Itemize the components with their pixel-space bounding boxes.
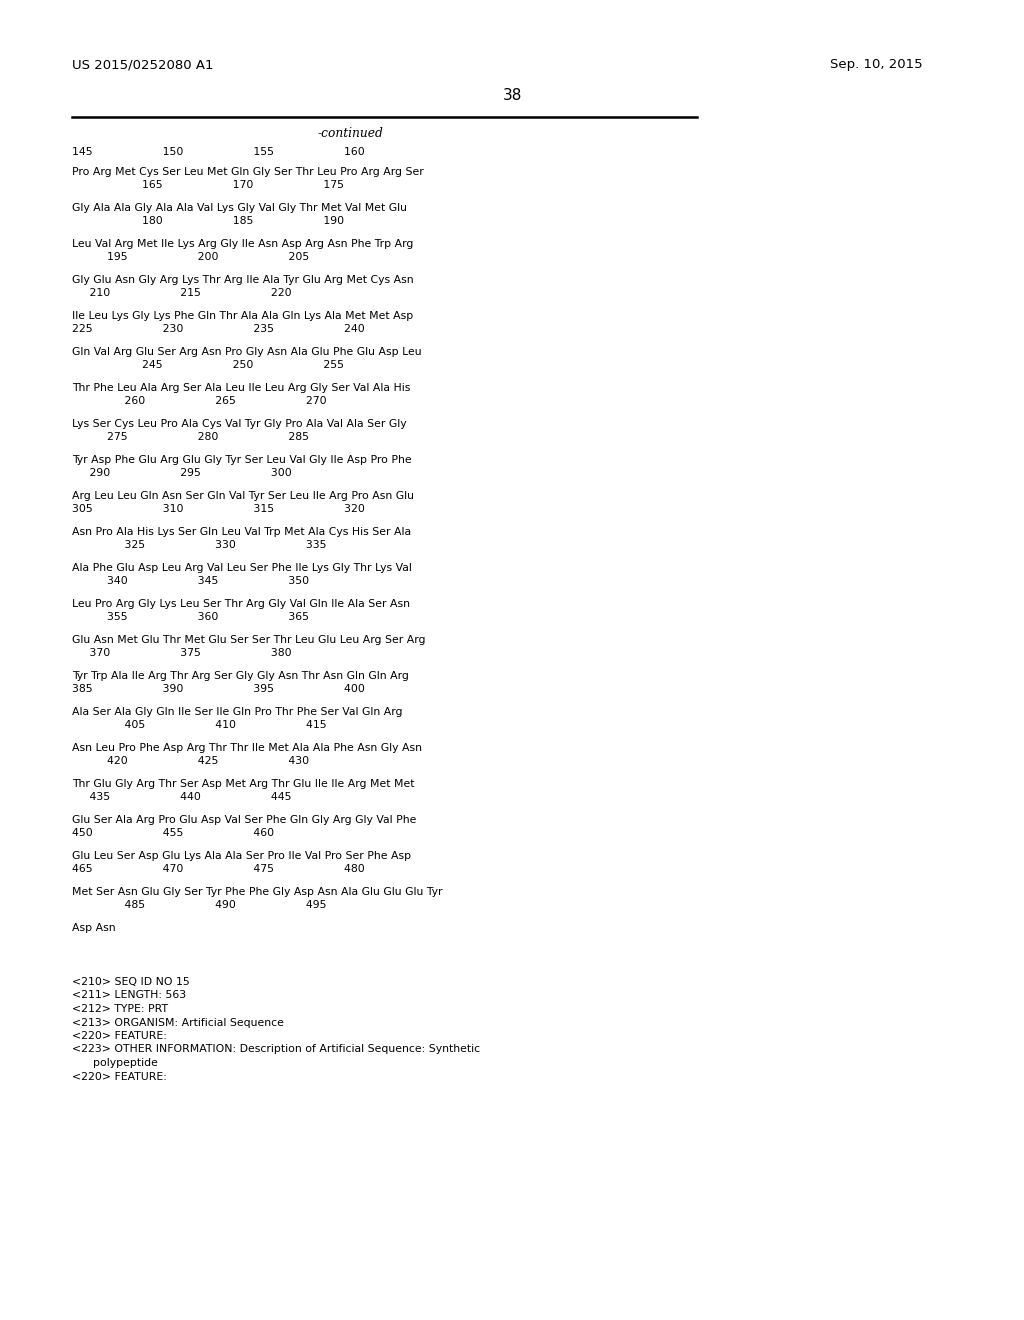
Text: Gly Ala Ala Gly Ala Ala Val Lys Gly Val Gly Thr Met Val Met Glu: Gly Ala Ala Gly Ala Ala Val Lys Gly Val … xyxy=(72,203,407,213)
Text: Tyr Trp Ala Ile Arg Thr Arg Ser Gly Gly Asn Thr Asn Gln Gln Arg: Tyr Trp Ala Ile Arg Thr Arg Ser Gly Gly … xyxy=(72,671,409,681)
Text: Tyr Asp Phe Glu Arg Glu Gly Tyr Ser Leu Val Gly Ile Asp Pro Phe: Tyr Asp Phe Glu Arg Glu Gly Tyr Ser Leu … xyxy=(72,455,412,465)
Text: 420                    425                    430: 420 425 430 xyxy=(72,756,309,767)
Text: 485                    490                    495: 485 490 495 xyxy=(72,900,327,911)
Text: 370                    375                    380: 370 375 380 xyxy=(72,648,292,659)
Text: 210                    215                    220: 210 215 220 xyxy=(72,289,292,298)
Text: 405                    410                    415: 405 410 415 xyxy=(72,721,327,730)
Text: polypeptide: polypeptide xyxy=(72,1059,158,1068)
Text: Asn Pro Ala His Lys Ser Gln Leu Val Trp Met Ala Cys His Ser Ala: Asn Pro Ala His Lys Ser Gln Leu Val Trp … xyxy=(72,527,411,537)
Text: 275                    280                    285: 275 280 285 xyxy=(72,433,309,442)
Text: Pro Arg Met Cys Ser Leu Met Gln Gly Ser Thr Leu Pro Arg Arg Ser: Pro Arg Met Cys Ser Leu Met Gln Gly Ser … xyxy=(72,168,424,177)
Text: 225                    230                    235                    240: 225 230 235 240 xyxy=(72,325,365,334)
Text: Thr Phe Leu Ala Arg Ser Ala Leu Ile Leu Arg Gly Ser Val Ala His: Thr Phe Leu Ala Arg Ser Ala Leu Ile Leu … xyxy=(72,383,411,393)
Text: Met Ser Asn Glu Gly Ser Tyr Phe Phe Gly Asp Asn Ala Glu Glu Glu Tyr: Met Ser Asn Glu Gly Ser Tyr Phe Phe Gly … xyxy=(72,887,442,898)
Text: Ala Ser Ala Gly Gln Ile Ser Ile Gln Pro Thr Phe Ser Val Gln Arg: Ala Ser Ala Gly Gln Ile Ser Ile Gln Pro … xyxy=(72,708,402,717)
Text: Lys Ser Cys Leu Pro Ala Cys Val Tyr Gly Pro Ala Val Ala Ser Gly: Lys Ser Cys Leu Pro Ala Cys Val Tyr Gly … xyxy=(72,418,407,429)
Text: <210> SEQ ID NO 15: <210> SEQ ID NO 15 xyxy=(72,977,189,987)
Text: 38: 38 xyxy=(503,88,521,103)
Text: Sep. 10, 2015: Sep. 10, 2015 xyxy=(830,58,923,71)
Text: Gln Val Arg Glu Ser Arg Asn Pro Gly Asn Ala Glu Phe Glu Asp Leu: Gln Val Arg Glu Ser Arg Asn Pro Gly Asn … xyxy=(72,347,422,356)
Text: 450                    455                    460: 450 455 460 xyxy=(72,829,274,838)
Text: Glu Ser Ala Arg Pro Glu Asp Val Ser Phe Gln Gly Arg Gly Val Phe: Glu Ser Ala Arg Pro Glu Asp Val Ser Phe … xyxy=(72,814,417,825)
Text: Ala Phe Glu Asp Leu Arg Val Leu Ser Phe Ile Lys Gly Thr Lys Val: Ala Phe Glu Asp Leu Arg Val Leu Ser Phe … xyxy=(72,564,412,573)
Text: <220> FEATURE:: <220> FEATURE: xyxy=(72,1031,167,1041)
Text: <220> FEATURE:: <220> FEATURE: xyxy=(72,1072,167,1081)
Text: 195                    200                    205: 195 200 205 xyxy=(72,252,309,263)
Text: 145                    150                    155                    160: 145 150 155 160 xyxy=(72,147,365,157)
Text: Leu Val Arg Met Ile Lys Arg Gly Ile Asn Asp Arg Asn Phe Trp Arg: Leu Val Arg Met Ile Lys Arg Gly Ile Asn … xyxy=(72,239,414,249)
Text: 385                    390                    395                    400: 385 390 395 400 xyxy=(72,685,365,694)
Text: Gly Glu Asn Gly Arg Lys Thr Arg Ile Ala Tyr Glu Arg Met Cys Asn: Gly Glu Asn Gly Arg Lys Thr Arg Ile Ala … xyxy=(72,275,414,285)
Text: 260                    265                    270: 260 265 270 xyxy=(72,396,327,407)
Text: Leu Pro Arg Gly Lys Leu Ser Thr Arg Gly Val Gln Ile Ala Ser Asn: Leu Pro Arg Gly Lys Leu Ser Thr Arg Gly … xyxy=(72,599,410,609)
Text: Thr Glu Gly Arg Thr Ser Asp Met Arg Thr Glu Ile Ile Arg Met Met: Thr Glu Gly Arg Thr Ser Asp Met Arg Thr … xyxy=(72,779,415,789)
Text: 465                    470                    475                    480: 465 470 475 480 xyxy=(72,865,365,874)
Text: <212> TYPE: PRT: <212> TYPE: PRT xyxy=(72,1005,168,1014)
Text: 435                    440                    445: 435 440 445 xyxy=(72,792,292,803)
Text: 165                    170                    175: 165 170 175 xyxy=(72,181,344,190)
Text: -continued: -continued xyxy=(317,127,383,140)
Text: 180                    185                    190: 180 185 190 xyxy=(72,216,344,227)
Text: 355                    360                    365: 355 360 365 xyxy=(72,612,309,623)
Text: US 2015/0252080 A1: US 2015/0252080 A1 xyxy=(72,58,213,71)
Text: <223> OTHER INFORMATION: Description of Artificial Sequence: Synthetic: <223> OTHER INFORMATION: Description of … xyxy=(72,1044,480,1055)
Text: <213> ORGANISM: Artificial Sequence: <213> ORGANISM: Artificial Sequence xyxy=(72,1018,284,1027)
Text: 245                    250                    255: 245 250 255 xyxy=(72,360,344,371)
Text: 340                    345                    350: 340 345 350 xyxy=(72,577,309,586)
Text: 290                    295                    300: 290 295 300 xyxy=(72,469,292,479)
Text: Asp Asn: Asp Asn xyxy=(72,923,116,933)
Text: Glu Leu Ser Asp Glu Lys Ala Ala Ser Pro Ile Val Pro Ser Phe Asp: Glu Leu Ser Asp Glu Lys Ala Ala Ser Pro … xyxy=(72,851,411,861)
Text: Arg Leu Leu Gln Asn Ser Gln Val Tyr Ser Leu Ile Arg Pro Asn Glu: Arg Leu Leu Gln Asn Ser Gln Val Tyr Ser … xyxy=(72,491,414,502)
Text: 305                    310                    315                    320: 305 310 315 320 xyxy=(72,504,365,515)
Text: Glu Asn Met Glu Thr Met Glu Ser Ser Thr Leu Glu Leu Arg Ser Arg: Glu Asn Met Glu Thr Met Glu Ser Ser Thr … xyxy=(72,635,426,645)
Text: Asn Leu Pro Phe Asp Arg Thr Thr Ile Met Ala Ala Phe Asn Gly Asn: Asn Leu Pro Phe Asp Arg Thr Thr Ile Met … xyxy=(72,743,422,752)
Text: <211> LENGTH: 563: <211> LENGTH: 563 xyxy=(72,990,186,1001)
Text: 325                    330                    335: 325 330 335 xyxy=(72,540,327,550)
Text: Ile Leu Lys Gly Lys Phe Gln Thr Ala Ala Gln Lys Ala Met Met Asp: Ile Leu Lys Gly Lys Phe Gln Thr Ala Ala … xyxy=(72,312,414,321)
